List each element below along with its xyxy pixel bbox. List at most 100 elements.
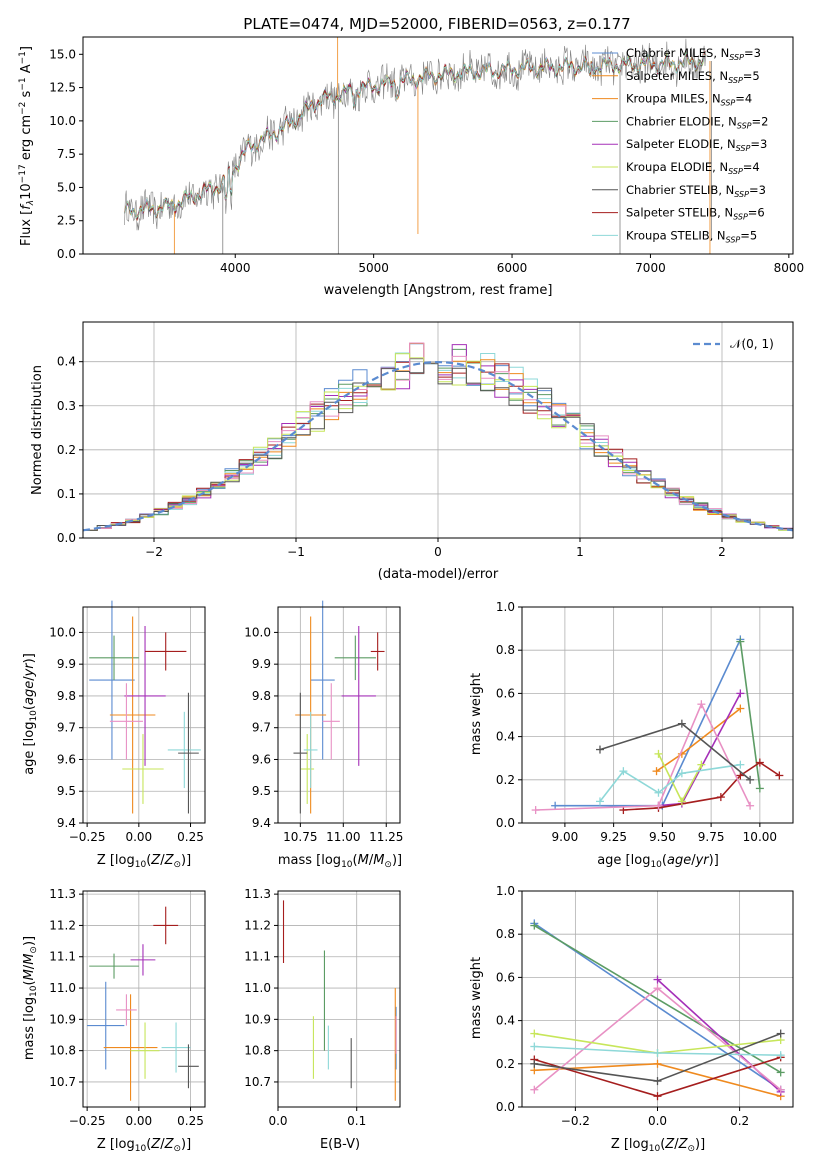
residuals-xtick-label: −2 xyxy=(145,545,163,559)
errorbar-point xyxy=(303,711,318,789)
weight-series-line xyxy=(535,702,751,811)
errorbar-point xyxy=(370,632,385,671)
weight-series-line xyxy=(555,639,742,807)
weight-vs-age-xlabel: age [log10(age/yr)] xyxy=(597,853,719,870)
errorbar-point xyxy=(153,906,179,945)
panel-age-vs-Z-ytick-label: 9.7 xyxy=(57,721,76,735)
spectrum-data xyxy=(124,38,707,231)
panel-age-vs-mass-ytick-label: 9.4 xyxy=(252,816,271,830)
panel-mass-vs-Z-ytick-label: 11.0 xyxy=(49,981,76,995)
spectrum-ytick-label: 10.0 xyxy=(49,114,76,128)
panel-mass-vs-EBV-ytick-label: 11.3 xyxy=(244,887,271,901)
panel-age-vs-Z-xtick-label: 0.00 xyxy=(125,830,152,844)
panel-age-vs-Z-ytick-label: 9.5 xyxy=(57,784,76,798)
panel-age-vs-mass-ytick-label: 9.5 xyxy=(252,784,271,798)
residuals-ylabel: Normed distribution xyxy=(30,365,45,495)
panel-age-vs-Z-ytick-label: 9.4 xyxy=(57,816,76,830)
residuals-yticks: 0.0 0.1 0.2 0.3 0.4 xyxy=(57,355,83,545)
errorbar-point xyxy=(89,953,139,979)
panel-weight-vs-age-frame xyxy=(521,606,794,824)
age-vs-mass-xlabel: mass [log10(M/M⊙)] xyxy=(278,853,402,870)
weight-series-line xyxy=(599,763,741,802)
weight-series-line xyxy=(657,753,703,804)
panel-weight-vs-Z-ytick-label: 0.0 xyxy=(496,1100,515,1114)
panel-mass-vs-Z-xtick-label: −0.25 xyxy=(69,1114,106,1128)
spectrum-model-line xyxy=(124,50,707,219)
panel-age-vs-Z-ytick-label: 9.9 xyxy=(57,657,76,671)
panel-mass-vs-EBV-frame xyxy=(277,890,401,1108)
errorbar-point xyxy=(116,994,137,1026)
panel-weight-vs-Z-xtick-label: 0.2 xyxy=(730,1114,749,1128)
panel-weight-vs-Z-xtick-label: 0.0 xyxy=(648,1114,667,1128)
spectrum-model-line xyxy=(124,52,707,219)
panel-mass-vs-Z-ytick-label: 11.3 xyxy=(49,887,76,901)
mass-vs-EBV-xlabel: E(B-V) xyxy=(320,1137,360,1152)
spectrum-model-line xyxy=(124,51,707,219)
spectrum-legend-label: Kroupa STELIB, NSSP=5 xyxy=(626,228,757,244)
panel-weight-vs-age-xtick-label: 9.50 xyxy=(649,830,676,844)
panel-weight-vs-age-ytick-label: 0.6 xyxy=(496,686,515,700)
errorbar-point xyxy=(293,692,308,814)
spectrum-xtick-label: 5000 xyxy=(358,261,389,275)
panel-weight-vs-age-xtick-label: 9.00 xyxy=(552,830,579,844)
spectrum-model-line xyxy=(124,52,706,220)
panel-weight-vs-age-xtick-label: 9.25 xyxy=(600,830,627,844)
panel-mass-vs-EBV-ytick-label: 11.0 xyxy=(244,981,271,995)
panel-weight-vs-age: 9.00 9.25 9.50 9.75 10.00 0.0 0.2 0.4 0.6 0.8 1.0 xyxy=(496,600,794,844)
spectrum-legend-label: Kroupa ELODIE, NSSP=4 xyxy=(626,160,760,176)
residuals-ytick-label: 0.4 xyxy=(57,355,76,369)
errorbar-point xyxy=(322,683,340,760)
residuals-ytick-label: 0.1 xyxy=(57,487,76,501)
weight-vs-age-ylabel: mass weight xyxy=(469,673,484,755)
panel-age-vs-Z: −0.25 0.00 0.25 9.4 9.5 9.6 9.7 9.8 9.9 10.0 xyxy=(49,600,206,844)
spectrum-legend-label: Chabrier MILES, NSSP=3 xyxy=(626,46,761,62)
panel-mass-vs-Z: −0.25 0.00 0.25 10.7 10.8 10.9 11.0 11.1 11.2 11.… xyxy=(49,887,206,1128)
errorbar-point xyxy=(310,600,335,760)
panel-age-vs-mass: 10.75 11.00 11.25 9.4 9.5 9.6 9.7 9.8 9.9 10.0 xyxy=(244,600,403,844)
panel-weight-vs-age-ytick-label: 0.0 xyxy=(496,816,515,830)
residuals-histogram xyxy=(83,362,793,531)
spectrum-legend-label: Kroupa MILES, NSSP=4 xyxy=(626,92,752,108)
errorbar-point xyxy=(178,1044,199,1089)
weight-series-line xyxy=(533,924,782,1074)
panel-age-vs-mass-frame xyxy=(277,606,401,824)
errorbar-point xyxy=(124,626,166,766)
panel-mass-vs-EBV: 0.0 0.1 10.7 10.8 10.9 11.0 11.1 11.2 11.3 xyxy=(244,887,401,1128)
errorbar-point xyxy=(178,692,199,814)
weight-series xyxy=(530,921,785,1077)
panel-age-vs-mass-ytick-label: 10.0 xyxy=(244,625,271,639)
errorbar-point xyxy=(130,1022,160,1079)
spectrum-xticks: 4000 5000 6000 7000 8000 xyxy=(220,254,804,275)
errorbar-point xyxy=(167,711,201,789)
panel-weight-vs-age-ytick-label: 0.4 xyxy=(496,730,515,744)
spectrum-legend: Chabrier MILES, NSSP=3 Salpeter MILES, NS… xyxy=(592,46,768,244)
spectrum-xlabel: wavelength [Angstrom, rest frame] xyxy=(324,283,553,298)
residuals-legend: 𝒩(0, 1) xyxy=(693,337,774,351)
spectrum-ytick-label: 0.0 xyxy=(57,247,76,261)
spectrum-ytick-label: 12.5 xyxy=(49,81,76,95)
panel-weight-vs-Z-ytick-label: 0.4 xyxy=(496,1014,515,1028)
panel-weight-vs-age-xtick-label: 10.00 xyxy=(743,830,777,844)
panel-weight-vs-Z: −0.2 0.0 0.2 0.0 0.2 0.4 0.6 0.8 1.0 xyxy=(496,884,794,1128)
panel-weight-vs-age-ytick-label: 1.0 xyxy=(496,600,515,614)
errorbar-point xyxy=(87,981,125,1070)
spectrum-legend-label: Chabrier STELIB, NSSP=3 xyxy=(626,183,766,199)
panel-mass-vs-EBV-ytick-label: 10.7 xyxy=(244,1075,271,1089)
residuals-xticks: −2 −1 0 1 2 xyxy=(145,538,726,559)
spectrum-ylabel: Flux [fλ10−17 erg cm−2 s−1 A−1] xyxy=(18,46,36,246)
spectrum-legend-label: Salpeter ELODIE, NSSP=3 xyxy=(626,137,767,153)
spectrum-model-line xyxy=(124,52,707,220)
panel-mass-vs-Z-ytick-label: 11.1 xyxy=(49,950,76,964)
residuals-ytick-label: 0.2 xyxy=(57,443,76,457)
errorbar-point xyxy=(89,635,139,681)
weight-series-line xyxy=(739,641,761,789)
residuals-ytick-label: 0.0 xyxy=(57,531,76,545)
panel-mass-vs-EBV-ytick-label: 11.2 xyxy=(244,918,271,932)
panel-age-vs-Z-ytick-label: 9.6 xyxy=(57,752,76,766)
weight-series-line xyxy=(533,922,782,1091)
panel-weight-vs-Z-ytick-label: 0.2 xyxy=(496,1057,515,1071)
panel-age-vs-Z-ytick-label: 10.0 xyxy=(49,625,76,639)
normal-curve xyxy=(82,360,794,532)
panel-mass-vs-Z-ytick-label: 10.9 xyxy=(49,1012,76,1026)
